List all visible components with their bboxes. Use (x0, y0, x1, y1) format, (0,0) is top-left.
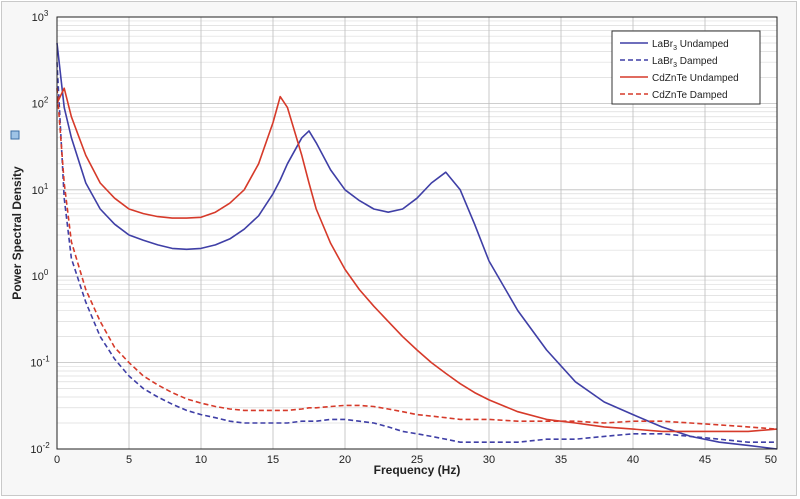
x-tick-label: 45 (699, 454, 711, 466)
x-tick-label: 30 (483, 454, 495, 466)
y-tick-label: 102 (32, 95, 49, 110)
x-tick-label: 20 (339, 454, 351, 466)
x-tick-label: 10 (195, 454, 207, 466)
legend-label: CdZnTe Damped (652, 90, 728, 101)
x-tick-label: 25 (411, 454, 423, 466)
y-tick-label: 103 (32, 9, 49, 24)
y-tick-label: 100 (32, 268, 49, 283)
legend: LaBr3 Undamped LaBr3 Damped CdZnTe Undampe… (611, 30, 761, 105)
series-line-4 (56, 88, 778, 430)
x-tick-label: 40 (627, 454, 639, 466)
series-line-3 (56, 87, 778, 433)
plot-border (56, 16, 778, 450)
y-axis-title: Power Spectral Density (10, 166, 24, 300)
legend-label: LaBr3 Damped (652, 56, 718, 69)
x-tick-label: 15 (267, 454, 279, 466)
x-axis-title: Frequency (Hz) (374, 463, 461, 477)
x-tick-label: 5 (126, 454, 132, 466)
legend-label: LaBr3 Undamped (652, 39, 729, 52)
series-line-2 (56, 62, 777, 443)
x-tick-label: 0 (54, 454, 60, 466)
series-line-1 (56, 42, 778, 450)
y-tick-label: 10-1 (30, 355, 50, 370)
series-layer (56, 42, 778, 450)
y-tick-labels: 10-2 10-1 100 101 102 103 (30, 9, 50, 456)
y-axis-marker-icon (10, 130, 20, 140)
legend-label: CdZnTe Undamped (652, 73, 739, 84)
y-tick-label: 101 (32, 182, 49, 197)
x-tick-label: 35 (555, 454, 567, 466)
x-tick-label: 50 (765, 454, 777, 466)
x-tick-labels: 0 5 10 15 20 25 30 35 40 45 50 (54, 454, 777, 466)
y-tick-label: 10-2 (30, 441, 50, 456)
